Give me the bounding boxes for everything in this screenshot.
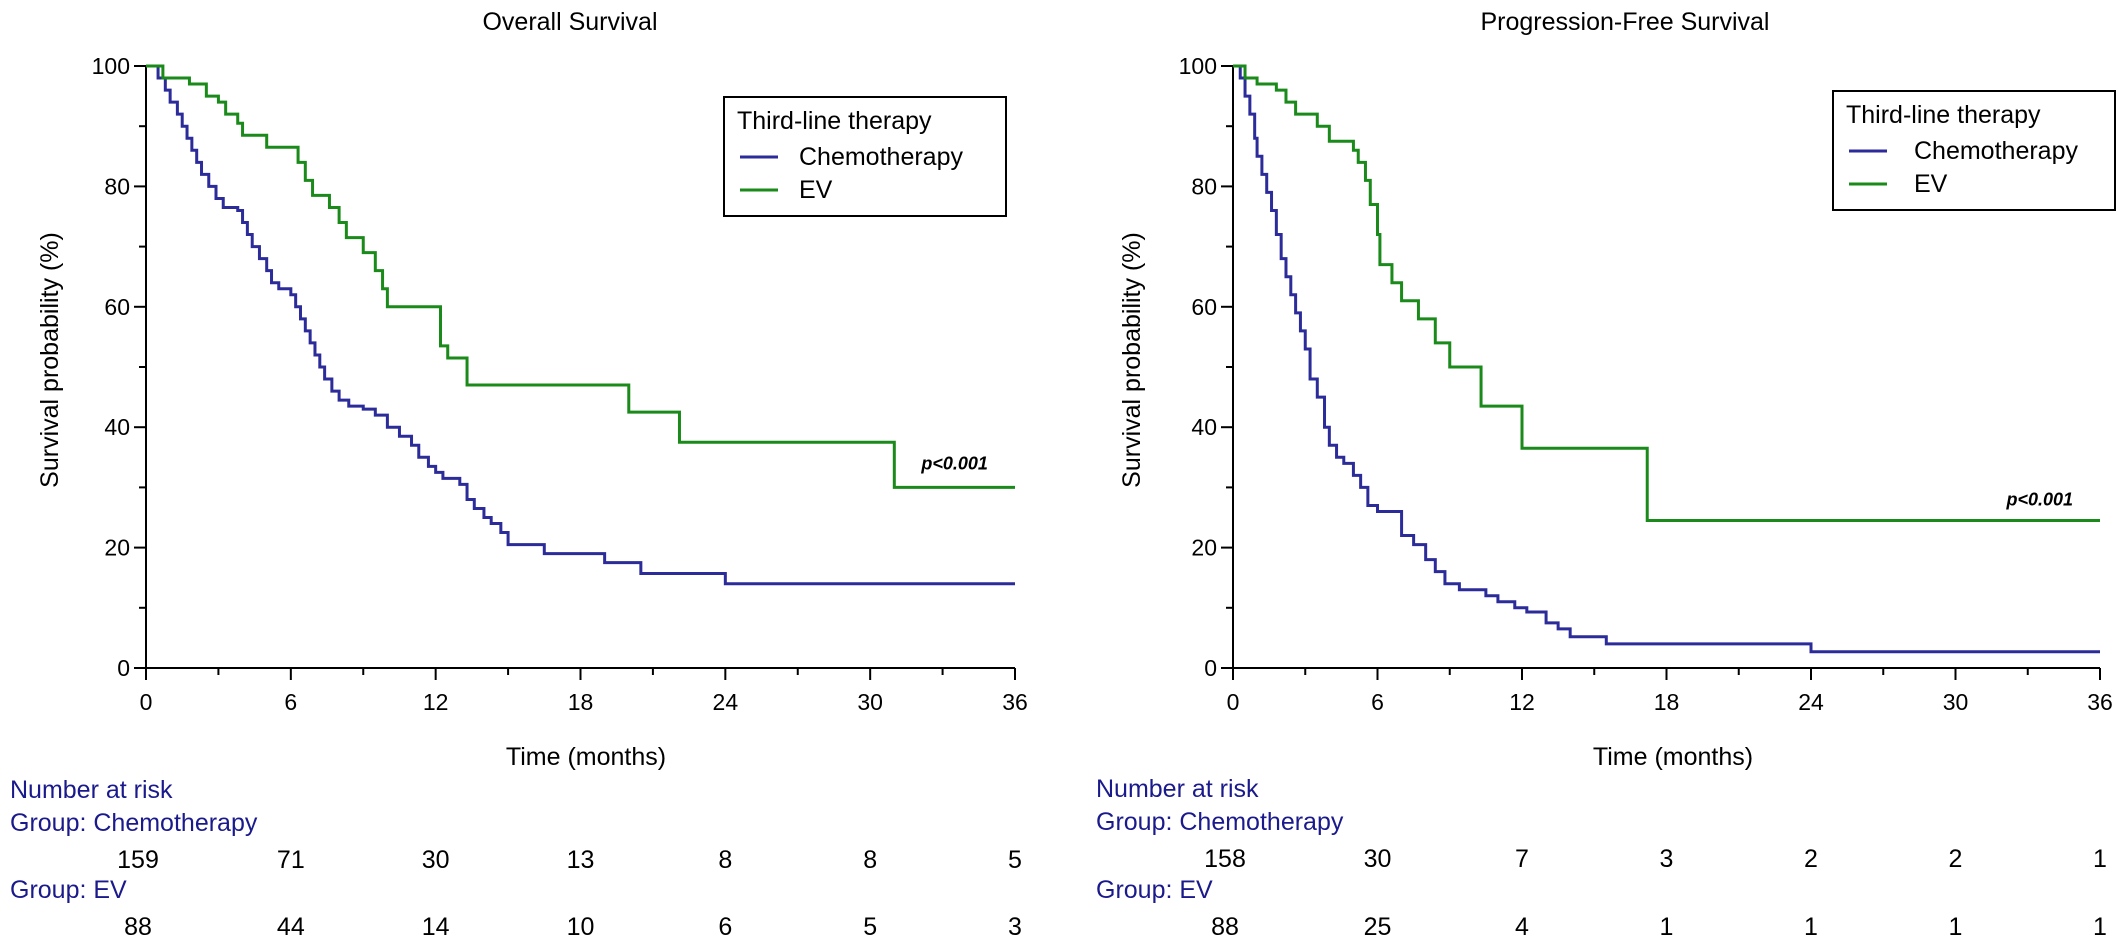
- x-axis-label: Time (months): [506, 743, 666, 771]
- overall-survival-panel: Overall Survival 0 20 40 60 80 100 0 6 12 18 24 30 3…: [10, 8, 1028, 941]
- risk-count: 2: [1949, 845, 1963, 873]
- y-tick-label: 60: [1191, 294, 1217, 320]
- risk-count: 71: [277, 846, 305, 874]
- legend-title: Third-line therapy: [1846, 101, 2041, 129]
- x-axis-label: Time (months): [1593, 743, 1753, 771]
- y-tick-label: 40: [104, 414, 130, 440]
- x-tick-label: 18: [1654, 689, 1680, 715]
- risk-heading: Number at risk: [1096, 775, 1259, 803]
- legend-entry-chemotherapy: Chemotherapy: [1914, 137, 2078, 165]
- risk-group-label-chemotherapy: Group: Chemotherapy: [10, 809, 258, 837]
- y-tick-label: 40: [1191, 414, 1217, 440]
- risk-count: 13: [567, 846, 595, 874]
- risk-count: 1: [2093, 845, 2107, 873]
- y-tick-label: 100: [92, 53, 130, 79]
- risk-count: 6: [718, 913, 732, 941]
- y-tick-label: 100: [1179, 53, 1217, 79]
- legend-title: Third-line therapy: [737, 107, 932, 135]
- risk-row-ev: 88 44 14 10 6 5 3: [124, 913, 1022, 941]
- risk-row-ev: 88 25 4 1 1 1 1: [1211, 913, 2107, 941]
- x-tick-label: 0: [140, 689, 153, 715]
- risk-count: 88: [1211, 913, 1239, 941]
- risk-count: 5: [1008, 846, 1022, 874]
- x-tick-label: 24: [1798, 689, 1824, 715]
- risk-table: Number at risk Group: Chemotherapy 158 30…: [1096, 775, 2107, 941]
- plot-area: 0 20 40 60 80 100 0 6 12 18 24 30 36 p<0.001: [1179, 53, 2113, 715]
- x-tick-label: 30: [857, 689, 883, 715]
- risk-count: 25: [1364, 913, 1392, 941]
- y-tick-label: 20: [104, 535, 130, 561]
- risk-group-label-ev: Group: EV: [1096, 876, 1213, 904]
- risk-count: 3: [1008, 913, 1022, 941]
- x-tick-label: 18: [568, 689, 594, 715]
- risk-heading: Number at risk: [10, 776, 173, 804]
- risk-count: 1: [2093, 913, 2107, 941]
- legend-entry-chemotherapy: Chemotherapy: [799, 143, 963, 171]
- risk-count: 10: [567, 913, 595, 941]
- x-tick-label: 12: [1509, 689, 1535, 715]
- risk-count: 158: [1204, 845, 1246, 873]
- legend-entry-ev: EV: [799, 176, 833, 204]
- progression-free-survival-panel: Progression-Free Survival 0 20 40 60 80 100 0 6…: [1096, 8, 2116, 941]
- risk-count: 5: [863, 913, 877, 941]
- risk-count: 3: [1660, 845, 1674, 873]
- y-axis-label: Survival probability (%): [1118, 232, 1146, 488]
- risk-row-chemotherapy: 158 30 7 3 2 2 1: [1204, 845, 2107, 873]
- risk-count: 4: [1515, 913, 1529, 941]
- y-tick-label: 80: [104, 173, 130, 199]
- p-value-annotation: p<0.001: [920, 453, 988, 473]
- legend: Third-line therapy Chemotherapy EV: [1832, 90, 2116, 211]
- x-tick-label: 30: [1943, 689, 1969, 715]
- legend-entry-ev: EV: [1914, 170, 1948, 198]
- y-tick-label: 0: [117, 655, 130, 681]
- y-tick-label: 0: [1204, 655, 1217, 681]
- risk-group-label-chemotherapy: Group: Chemotherapy: [1096, 808, 1344, 836]
- risk-count: 1: [1949, 913, 1963, 941]
- y-tick-label: 60: [104, 294, 130, 320]
- risk-row-chemotherapy: 159 71 30 13 8 8 5: [117, 846, 1022, 874]
- x-tick-label: 0: [1227, 689, 1240, 715]
- km-curve-ev: [1233, 64, 2100, 523]
- risk-count: 44: [277, 913, 305, 941]
- x-tick-label: 24: [713, 689, 739, 715]
- risk-count: 30: [1364, 845, 1392, 873]
- risk-count: 30: [422, 846, 450, 874]
- legend: Third-line therapy Chemotherapy EV: [723, 96, 1007, 217]
- chart-title: Progression-Free Survival: [1481, 8, 1770, 36]
- risk-table: Number at risk Group: Chemotherapy 159 71…: [10, 776, 1022, 941]
- risk-count: 88: [124, 913, 152, 941]
- x-tick-label: 36: [2087, 689, 2113, 715]
- km-curve-chemotherapy: [146, 64, 1015, 586]
- risk-count: 1: [1660, 913, 1674, 941]
- risk-count: 14: [422, 913, 450, 941]
- p-value-annotation: p<0.001: [2006, 489, 2074, 509]
- risk-count: 1: [1804, 913, 1818, 941]
- plot-area: 0 20 40 60 80 100 0 6 12 18 24 30 36 p<0.001: [92, 53, 1028, 715]
- x-tick-label: 12: [423, 689, 449, 715]
- risk-count: 2: [1804, 845, 1818, 873]
- risk-count: 7: [1515, 845, 1529, 873]
- risk-group-label-ev: Group: EV: [10, 876, 127, 904]
- y-axis-label: Survival probability (%): [36, 232, 64, 488]
- y-tick-label: 20: [1191, 535, 1217, 561]
- risk-count: 159: [117, 846, 159, 874]
- risk-count: 8: [718, 846, 732, 874]
- x-tick-label: 36: [1002, 689, 1028, 715]
- x-tick-label: 6: [1371, 689, 1384, 715]
- chart-title: Overall Survival: [482, 8, 657, 36]
- y-tick-label: 80: [1191, 173, 1217, 199]
- risk-count: 8: [863, 846, 877, 874]
- km-curve-chemotherapy: [1233, 64, 2100, 654]
- x-tick-label: 6: [284, 689, 297, 715]
- km-curve-ev: [146, 64, 1015, 489]
